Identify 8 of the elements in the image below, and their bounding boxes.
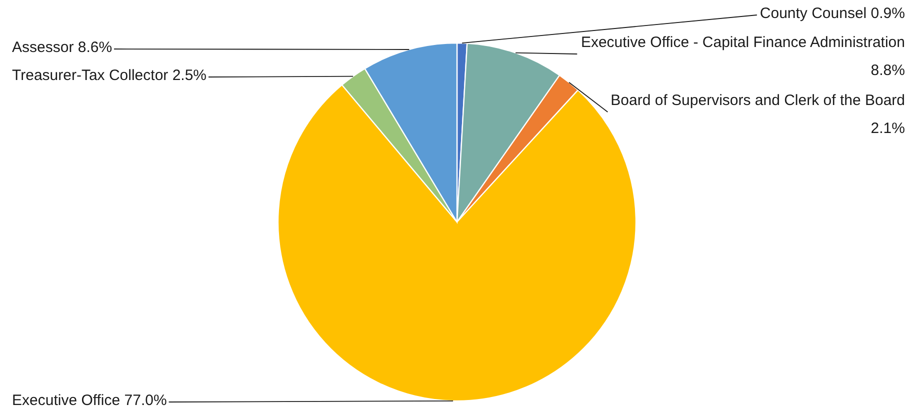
slice-label: Assessor 8.6% — [12, 39, 112, 56]
slice-label: Executive Office 77.0% — [12, 392, 167, 409]
slice-label: Executive Office - Capital Finance Administration — [580, 34, 905, 51]
data-label: 8.8% — [870, 62, 905, 79]
slice-label: Board of Supervisors and Clerk of the Board — [610, 92, 905, 109]
data-label: 2.1% — [870, 120, 905, 137]
slice-label: Treasurer-Tax Collector 2.5% — [12, 67, 207, 84]
slice-label: County Counsel 0.9% — [760, 5, 905, 22]
